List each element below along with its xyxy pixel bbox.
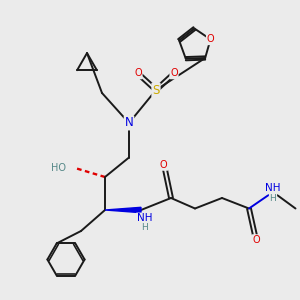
Text: O: O [207, 34, 214, 44]
Text: NH: NH [265, 183, 281, 194]
Text: H: H [270, 194, 276, 203]
Text: N: N [124, 116, 134, 130]
Text: HO: HO [51, 163, 66, 173]
Text: O: O [134, 68, 142, 79]
Text: O: O [253, 235, 260, 245]
Text: O: O [170, 68, 178, 79]
Polygon shape [105, 207, 141, 213]
Text: H: H [141, 223, 148, 232]
Text: O: O [160, 160, 167, 170]
Text: NH: NH [137, 213, 152, 224]
Text: S: S [152, 83, 160, 97]
